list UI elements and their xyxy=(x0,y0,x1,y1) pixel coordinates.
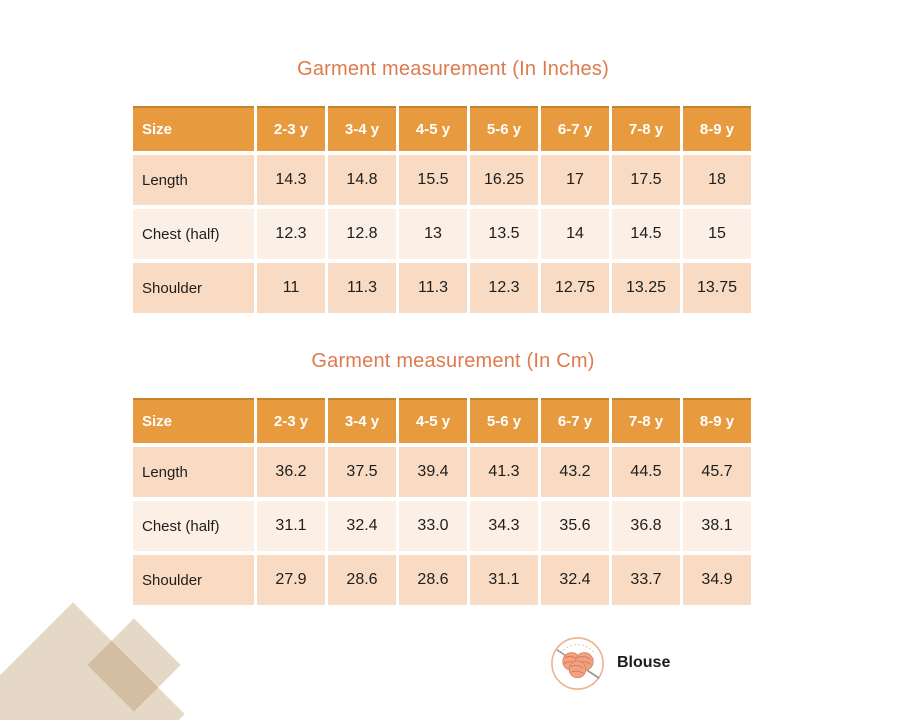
header-row: Size 2-3 y 3-4 y 4-5 y 5-6 y 6-7 y 7-8 y 8-9 y xyxy=(133,106,751,155)
header-row: Size 2-3 y 3-4 y 4-5 y 5-6 y 6-7 y 7-8 y 8-9 y xyxy=(133,398,751,447)
measurement-row: Chest (half) 12.3 12.8 13 13.5 14 14.5 15 xyxy=(133,207,751,263)
measurement-value-cell: 45.7 xyxy=(681,445,751,501)
measurement-value-cell: 33.7 xyxy=(610,553,683,609)
age-range-header-cell: 6-7 y xyxy=(539,398,612,447)
measurement-value-cell: 44.5 xyxy=(610,445,683,501)
measurement-row: Shoulder 27.9 28.6 28.6 31.1 32.4 33.7 34.9 xyxy=(133,553,751,609)
measurement-value-cell: 12.3 xyxy=(255,207,328,263)
size-header-cell: Size xyxy=(133,398,257,447)
size-header-cell: Size xyxy=(133,106,257,155)
measurement-value-cell: 15 xyxy=(681,207,751,263)
inches-table-title: Garment measurement (In Inches) xyxy=(297,58,609,80)
age-range-header-cell: 2-3 y xyxy=(255,106,328,155)
row-label-cell: Shoulder xyxy=(133,553,257,609)
measurement-value-cell: 31.1 xyxy=(255,499,328,555)
measurement-value-cell: 36.8 xyxy=(610,499,683,555)
measurement-value-cell: 43.2 xyxy=(539,445,612,501)
measurement-value-cell: 28.6 xyxy=(397,553,470,609)
measurement-value-cell: 33.0 xyxy=(397,499,470,555)
measurement-value-cell: 11.3 xyxy=(397,261,470,317)
measurement-value-cell: 12.3 xyxy=(468,261,541,317)
measurement-value-cell: 17.5 xyxy=(610,153,683,209)
measurement-value-cell: 18 xyxy=(681,153,751,209)
age-range-header-cell: 3-4 y xyxy=(326,398,399,447)
measurement-value-cell: 14 xyxy=(539,207,612,263)
brand-label: Blouse xyxy=(617,653,671,671)
age-range-header-cell: 3-4 y xyxy=(326,106,399,155)
measurement-value-cell: 12.8 xyxy=(326,207,399,263)
age-range-header-cell: 7-8 y xyxy=(610,398,683,447)
measurement-value-cell: 16.25 xyxy=(468,153,541,209)
measurement-value-cell: 37.5 xyxy=(326,445,399,501)
age-range-header-cell: 6-7 y xyxy=(539,106,612,155)
yarn-ball-needle-icon xyxy=(551,637,604,690)
measurement-value-cell: 31.1 xyxy=(468,553,541,609)
measurement-row: Shoulder 11 11.3 11.3 12.3 12.75 13.25 13.75 xyxy=(133,261,751,317)
measurement-row: Length 14.3 14.8 15.5 16.25 17 17.5 18 xyxy=(133,153,751,209)
measurement-value-cell: 13.75 xyxy=(681,261,751,317)
measurement-value-cell: 39.4 xyxy=(397,445,470,501)
measurement-value-cell: 14.3 xyxy=(255,153,328,209)
row-label-cell: Length xyxy=(133,153,257,209)
age-range-header-cell: 8-9 y xyxy=(681,398,751,447)
measurement-value-cell: 32.4 xyxy=(539,553,612,609)
measurement-value-cell: 13.5 xyxy=(468,207,541,263)
age-range-header-cell: 2-3 y xyxy=(255,398,328,447)
row-label-cell: Chest (half) xyxy=(133,207,257,263)
age-range-header-cell: 5-6 y xyxy=(468,398,541,447)
measurement-value-cell: 34.3 xyxy=(468,499,541,555)
measurement-value-cell: 12.75 xyxy=(539,261,612,317)
measurement-value-cell: 36.2 xyxy=(255,445,328,501)
measurement-value-cell: 41.3 xyxy=(468,445,541,501)
measurement-value-cell: 27.9 xyxy=(255,553,328,609)
brand-footer: Blouse xyxy=(548,633,670,692)
measurement-value-cell: 11 xyxy=(255,261,328,317)
measurement-value-cell: 28.6 xyxy=(326,553,399,609)
measurement-value-cell: 17 xyxy=(539,153,612,209)
measurement-value-cell: 13.25 xyxy=(610,261,683,317)
row-label-cell: Length xyxy=(133,445,257,501)
measurement-value-cell: 32.4 xyxy=(326,499,399,555)
age-range-header-cell: 5-6 y xyxy=(468,106,541,155)
measurement-value-cell: 15.5 xyxy=(397,153,470,209)
cm-table-title: Garment measurement (In Cm) xyxy=(311,350,595,372)
measurement-row: Length 36.2 37.5 39.4 41.3 43.2 44.5 45.7 xyxy=(133,445,751,501)
measurement-value-cell: 14.5 xyxy=(610,207,683,263)
age-range-header-cell: 8-9 y xyxy=(681,106,751,155)
measurement-value-cell: 11.3 xyxy=(326,261,399,317)
row-label-cell: Shoulder xyxy=(133,261,257,317)
row-label-cell: Chest (half) xyxy=(133,499,257,555)
measurement-value-cell: 35.6 xyxy=(539,499,612,555)
measurement-value-cell: 38.1 xyxy=(681,499,751,555)
measurement-value-cell: 34.9 xyxy=(681,553,751,609)
measurement-value-cell: 14.8 xyxy=(326,153,399,209)
age-range-header-cell: 7-8 y xyxy=(610,106,683,155)
measurement-row: Chest (half) 31.1 32.4 33.0 34.3 35.6 36.8 38.1 xyxy=(133,499,751,555)
age-range-header-cell: 4-5 y xyxy=(397,106,470,155)
age-range-header-cell: 4-5 y xyxy=(397,398,470,447)
measurement-value-cell: 13 xyxy=(397,207,470,263)
